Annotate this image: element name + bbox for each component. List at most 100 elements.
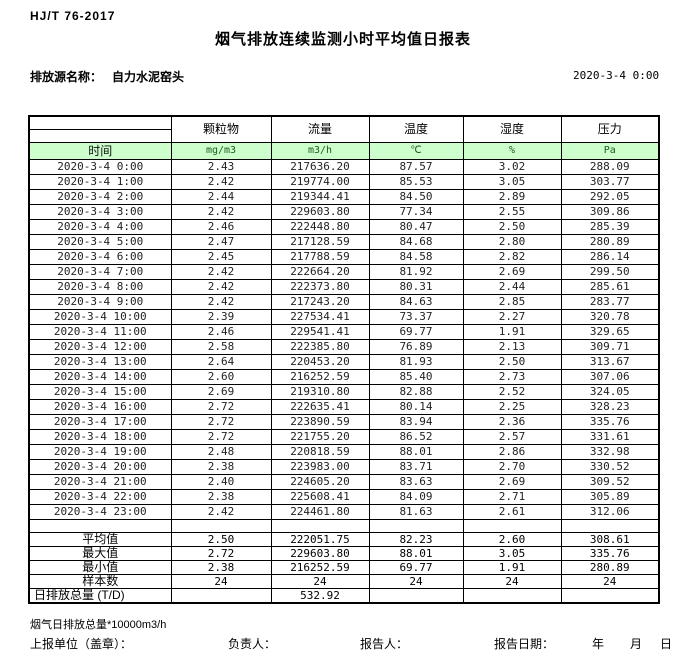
time-cell: 2020-3-4 7:00 — [28, 263, 172, 280]
report-table: 颗粒物 流量 温度 湿度 压力 时间 mg/m3 m3/h ℃ % Pa 202… — [28, 115, 660, 604]
summary-value-cell: 2.60 — [462, 531, 562, 547]
table-row: 2020-3-4 14:00 2.60 216252.59 85.40 2.73 307.… — [28, 368, 660, 385]
summary-label: 日排放总量 (T/D) — [28, 587, 172, 603]
time-cell: 2020-3-4 6:00 — [28, 248, 172, 265]
value-cell: 217788.59 — [270, 248, 370, 265]
table-row: 2020-3-4 20:00 2.38 223983.00 83.71 2.70 330.… — [28, 458, 660, 475]
value-cell: 83.94 — [368, 413, 464, 430]
unit-humidity: % — [462, 141, 562, 160]
value-cell: 2.44 — [462, 278, 562, 295]
value-cell: 2.42 — [170, 203, 272, 220]
value-cell: 223890.59 — [270, 413, 370, 430]
value-cell: 299.50 — [560, 263, 660, 280]
value-cell: 85.40 — [368, 368, 464, 385]
summary-value-cell: 2.72 — [170, 545, 272, 561]
table-row: 2020-3-4 1:00 2.42 219774.00 85.53 3.05 303.7… — [28, 173, 660, 190]
value-cell: 88.01 — [368, 443, 464, 460]
value-cell: 227534.41 — [270, 308, 370, 325]
col-header-pm: 颗粒物 — [170, 115, 272, 143]
value-cell: 331.61 — [560, 428, 660, 445]
value-cell: 2.58 — [170, 338, 272, 355]
table-row: 2020-3-4 3:00 2.42 229603.80 77.34 2.55 309.8… — [28, 203, 660, 220]
summary-value-cell: 88.01 — [368, 545, 464, 561]
page-title: 烟气排放连续监测小时平均值日报表 — [214, 31, 471, 48]
value-cell: 81.92 — [368, 263, 464, 280]
summary-value-cell: 3.05 — [462, 545, 562, 561]
value-cell: 3.05 — [462, 173, 562, 190]
value-cell: 77.34 — [368, 203, 464, 220]
value-cell: 224605.20 — [270, 473, 370, 490]
value-cell: 2.86 — [462, 443, 562, 460]
table-row: 2020-3-4 2:00 2.44 219344.41 84.50 2.89 292.0… — [28, 188, 660, 205]
value-cell: 84.58 — [368, 248, 464, 265]
value-cell: 2.47 — [170, 233, 272, 250]
summary-label: 样本数 — [28, 573, 172, 589]
summary-value-cell: 308.61 — [560, 531, 660, 547]
time-cell: 2020-3-4 20:00 — [28, 458, 172, 475]
summary-value-cell: 532.92 — [270, 587, 370, 603]
value-cell: 1.91 — [462, 323, 562, 340]
table-row: 2020-3-4 4:00 2.46 222448.80 80.47 2.50 285.3… — [28, 218, 660, 235]
table-row: 2020-3-4 22:00 2.38 225608.41 84.09 2.71 305.… — [28, 488, 660, 505]
value-cell: 2.25 — [462, 398, 562, 415]
time-cell: 2020-3-4 22:00 — [28, 488, 172, 505]
summary-label: 最小值 — [28, 559, 172, 575]
header-empty-cell — [28, 128, 172, 143]
total-note: 烟气日排放总量*10000m3/h — [30, 619, 167, 631]
value-cell: 222664.20 — [270, 263, 370, 280]
value-cell: 84.09 — [368, 488, 464, 505]
summary-row — [28, 518, 660, 533]
unit-temp: ℃ — [368, 141, 464, 160]
summary-value-cell: 216252.59 — [270, 559, 370, 575]
summary-label: 最大值 — [28, 545, 172, 561]
header-row-top: 颗粒物 流量 温度 湿度 压力 — [28, 115, 660, 143]
summary-row: 平均值 2.50 222051.75 82.23 2.60 308.61 — [28, 531, 660, 547]
value-cell: 217128.59 — [270, 233, 370, 250]
table-row: 2020-3-4 11:00 2.46 229541.41 69.77 1.91 329.… — [28, 323, 660, 340]
summary-rows: 平均值 2.50 222051.75 82.23 2.60 308.61 最大值 2.72 22… — [28, 518, 660, 603]
value-cell: 2.71 — [462, 488, 562, 505]
value-cell: 2.36 — [462, 413, 562, 430]
report-datetime: 2020-3-4 0:00 — [573, 69, 660, 82]
value-cell: 220818.59 — [270, 443, 370, 460]
value-cell: 309.71 — [560, 338, 660, 355]
source-label: 排放源名称： — [30, 70, 103, 84]
summary-value-cell — [368, 518, 464, 533]
value-cell: 86.52 — [368, 428, 464, 445]
unit-flow: m3/h — [270, 141, 370, 160]
value-cell: 309.86 — [560, 203, 660, 220]
value-cell: 80.31 — [368, 278, 464, 295]
time-cell: 2020-3-4 19:00 — [28, 443, 172, 460]
table-row: 2020-3-4 15:00 2.69 219310.80 82.88 2.52 324.… — [28, 383, 660, 400]
time-cell: 2020-3-4 3:00 — [28, 203, 172, 220]
header-empty-cell — [28, 115, 172, 130]
time-cell: 2020-3-4 16:00 — [28, 398, 172, 415]
value-cell: 3.02 — [462, 158, 562, 175]
value-cell: 222385.80 — [270, 338, 370, 355]
time-cell: 2020-3-4 13:00 — [28, 353, 172, 370]
summary-value-cell — [462, 587, 562, 603]
value-cell: 2.61 — [462, 503, 562, 520]
value-cell: 313.67 — [560, 353, 660, 370]
summary-value-cell: 2.38 — [170, 559, 272, 575]
table-row: 2020-3-4 21:00 2.40 224605.20 83.63 2.69 309.… — [28, 473, 660, 490]
table-row: 2020-3-4 23:00 2.42 224461.80 81.63 2.61 312.… — [28, 503, 660, 520]
month-label: 月 — [630, 637, 643, 651]
col-header-humidity: 湿度 — [462, 115, 562, 143]
value-cell: 2.57 — [462, 428, 562, 445]
value-cell: 222635.41 — [270, 398, 370, 415]
time-cell: 2020-3-4 10:00 — [28, 308, 172, 325]
table-row: 2020-3-4 17:00 2.72 223890.59 83.94 2.36 335.… — [28, 413, 660, 430]
table-row: 2020-3-4 6:00 2.45 217788.59 84.58 2.82 286.1… — [28, 248, 660, 265]
value-cell: 223983.00 — [270, 458, 370, 475]
value-cell: 2.48 — [170, 443, 272, 460]
value-cell: 80.14 — [368, 398, 464, 415]
value-cell: 2.69 — [170, 383, 272, 400]
value-cell: 2.13 — [462, 338, 562, 355]
value-cell: 83.63 — [368, 473, 464, 490]
summary-value-cell: 24 — [560, 573, 660, 589]
summary-label: 平均值 — [28, 531, 172, 547]
value-cell: 2.39 — [170, 308, 272, 325]
time-cell: 2020-3-4 23:00 — [28, 503, 172, 520]
unit-pressure: Pa — [560, 141, 660, 160]
